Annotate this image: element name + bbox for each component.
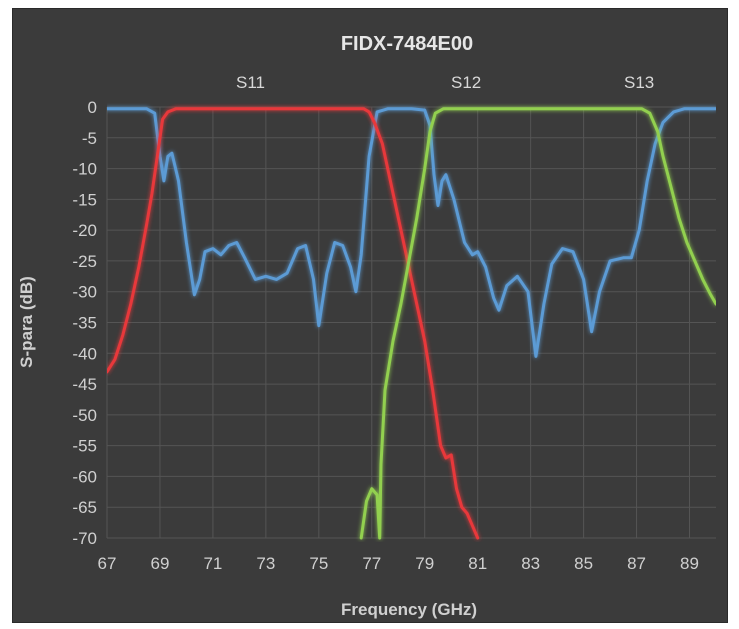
x-tick-label: 85 — [574, 554, 593, 573]
x-tick-label: 71 — [203, 554, 222, 573]
x-tick-label: 75 — [309, 554, 328, 573]
legend-label-s12: S12 — [451, 73, 481, 92]
y-tick-label: -10 — [72, 160, 97, 179]
y-tick-label: -20 — [72, 221, 97, 240]
series-line-s12 — [107, 107, 480, 540]
chart-title: FIDX-7484E00 — [341, 33, 473, 55]
y-tick-label: -60 — [72, 467, 97, 486]
legend-label-s11: S11 — [236, 73, 265, 92]
y-tick-label: -65 — [72, 498, 97, 517]
y-tick-label: -40 — [72, 344, 97, 363]
y-tick-label: -45 — [72, 375, 97, 394]
y-tick-label: -25 — [72, 252, 97, 271]
series-lines — [107, 107, 716, 540]
series-line-s11 — [107, 107, 716, 358]
y-tick-label: -35 — [72, 314, 97, 333]
chart-frame — [12, 8, 728, 623]
x-tick-label: 77 — [362, 554, 381, 573]
x-tick-label: 81 — [468, 554, 487, 573]
legend-label-s13: S13 — [624, 73, 654, 92]
x-tick-label: 87 — [627, 554, 646, 573]
legend: S11 S12 S13 — [182, 73, 654, 92]
x-tick-label: 79 — [415, 554, 434, 573]
grid — [106, 106, 716, 539]
y-tick-label: -55 — [72, 437, 97, 456]
x-tick-label: 67 — [98, 554, 117, 573]
y-tick-label: -50 — [72, 406, 97, 425]
x-tick-label: 89 — [680, 554, 699, 573]
series-line-s13 — [359, 107, 716, 540]
y-axis-label: S-para (dB) — [17, 276, 36, 368]
tick-labels: 0 -5 -10 -15 -20 -25 -30 -35 -40 -45 -50 -55 -60 -65 -… — [72, 98, 699, 573]
x-tick-label: 69 — [150, 554, 169, 573]
y-tick-label: -70 — [72, 529, 97, 548]
y-tick-label: 0 — [88, 98, 97, 117]
y-tick-label: -30 — [72, 283, 97, 302]
y-tick-label: -15 — [72, 190, 97, 209]
x-tick-label: 73 — [256, 554, 275, 573]
y-tick-label: -5 — [82, 129, 97, 148]
x-tick-label: 83 — [521, 554, 540, 573]
x-axis-label: Frequency (GHz) — [341, 600, 477, 619]
